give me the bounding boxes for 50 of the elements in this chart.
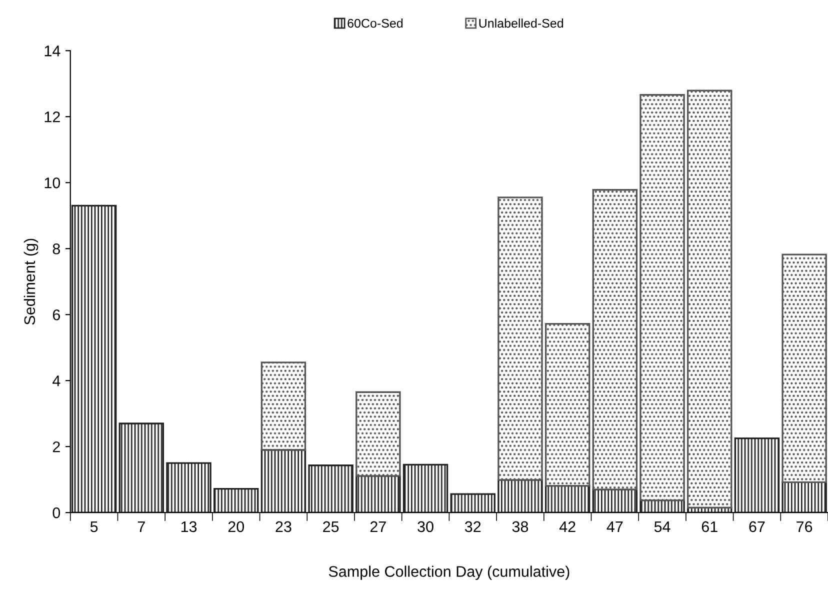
y-tick-label: 14 (44, 46, 60, 56)
bar (544, 485, 590, 513)
y-tick-label: 0 (52, 507, 60, 518)
x-tick-label: 42 (559, 521, 576, 532)
x-tick-label: 38 (512, 521, 528, 532)
bar (71, 204, 117, 513)
y-tick-label: 4 (52, 376, 60, 386)
bar (640, 94, 685, 502)
y-tick-label: 8 (52, 243, 60, 254)
x-tick-label: 54 (654, 521, 670, 532)
bar (260, 362, 306, 451)
bar (498, 196, 543, 481)
x-tick-label: 7 (138, 521, 145, 532)
x-tick-label: 13 (181, 521, 197, 532)
bar (592, 488, 638, 513)
bar (734, 437, 780, 513)
bar (450, 493, 496, 513)
bar (166, 462, 212, 513)
y-axis-title: Sediment (g) (24, 238, 38, 325)
bar (118, 422, 164, 513)
y-tick-label: 6 (52, 309, 60, 320)
x-tick-label: 61 (702, 521, 718, 532)
x-tick-label: 76 (796, 521, 812, 532)
bar (687, 90, 732, 508)
legend-label: Unlabelled-Sed (479, 18, 564, 28)
bar (782, 254, 827, 484)
y-tick-label: 12 (44, 112, 60, 122)
x-tick-label: 5 (90, 521, 98, 532)
bar (356, 391, 401, 477)
x-tick-label: 25 (323, 521, 339, 532)
x-tick-label: 67 (749, 521, 765, 532)
x-tick-label: 23 (276, 521, 292, 532)
bar (402, 464, 448, 513)
bar (544, 323, 590, 487)
x-tick-label: 47 (606, 521, 623, 532)
x-tick-label: 20 (228, 521, 244, 532)
x-tick-label: 32 (464, 521, 481, 532)
bar (213, 488, 259, 513)
x-tick-label: 30 (418, 521, 434, 532)
y-tick-label: 10 (44, 178, 60, 188)
bar (260, 449, 306, 513)
y-tick-label: 2 (52, 441, 60, 452)
x-axis-title: Sample Collection Day (cumulative) (328, 566, 570, 580)
x-tick-label: 27 (370, 521, 386, 532)
bar (498, 479, 543, 513)
bar (592, 189, 638, 490)
bar (782, 481, 827, 513)
legend-label: 60Co-Sed (348, 18, 403, 28)
bar (356, 475, 401, 513)
bar (308, 464, 354, 513)
